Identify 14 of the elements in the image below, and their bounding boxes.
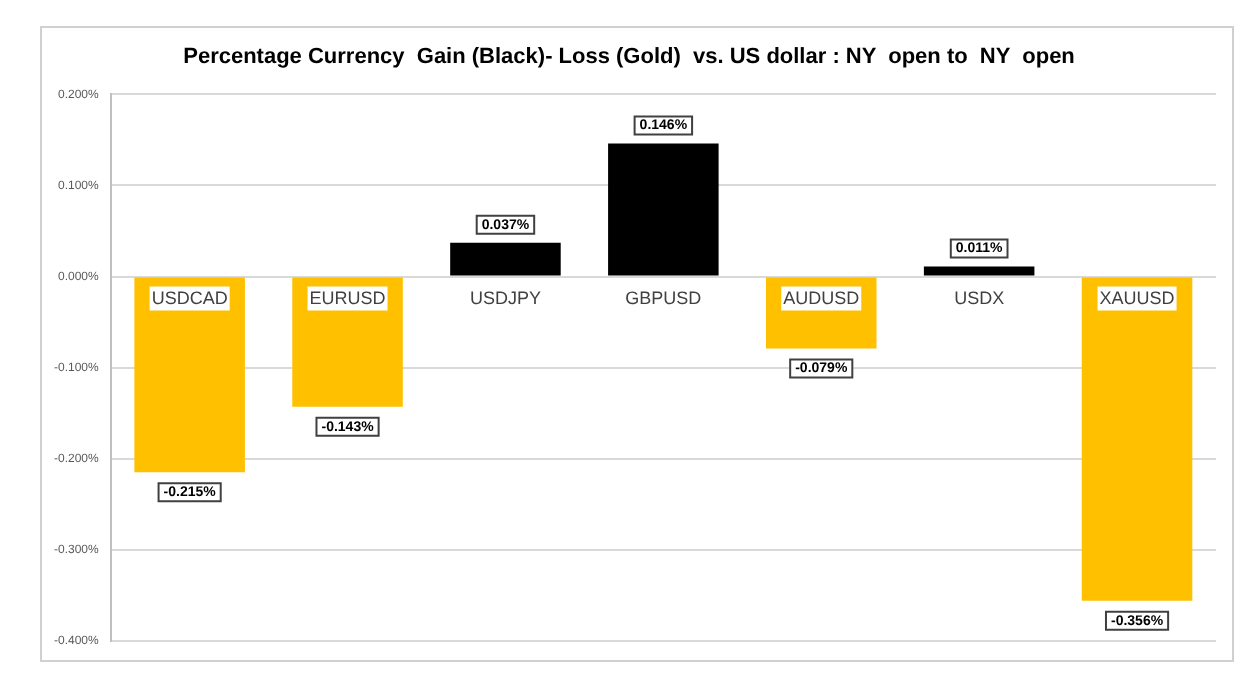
- x-tick-label: EURUSD: [309, 287, 387, 308]
- chart-title: Percentage Currency Gain (Black)- Loss (Gold) vs. US dollar : NY open to NY open: [183, 45, 1076, 70]
- x-tick-label: USDX: [954, 287, 1005, 308]
- x-tick-label: USDCAD: [151, 287, 229, 308]
- bar: [292, 277, 403, 407]
- x-tick-label: USDJPY: [469, 287, 541, 308]
- bar: [608, 143, 719, 276]
- bar: [1081, 277, 1193, 601]
- bar: [450, 242, 561, 276]
- x-tick-label: AUDUSD: [783, 287, 861, 308]
- x-tick-label: XAUUSD: [1099, 287, 1176, 308]
- bar: [134, 277, 245, 473]
- x-tick-label: GBPUSD: [625, 287, 703, 308]
- bar: [923, 266, 1035, 276]
